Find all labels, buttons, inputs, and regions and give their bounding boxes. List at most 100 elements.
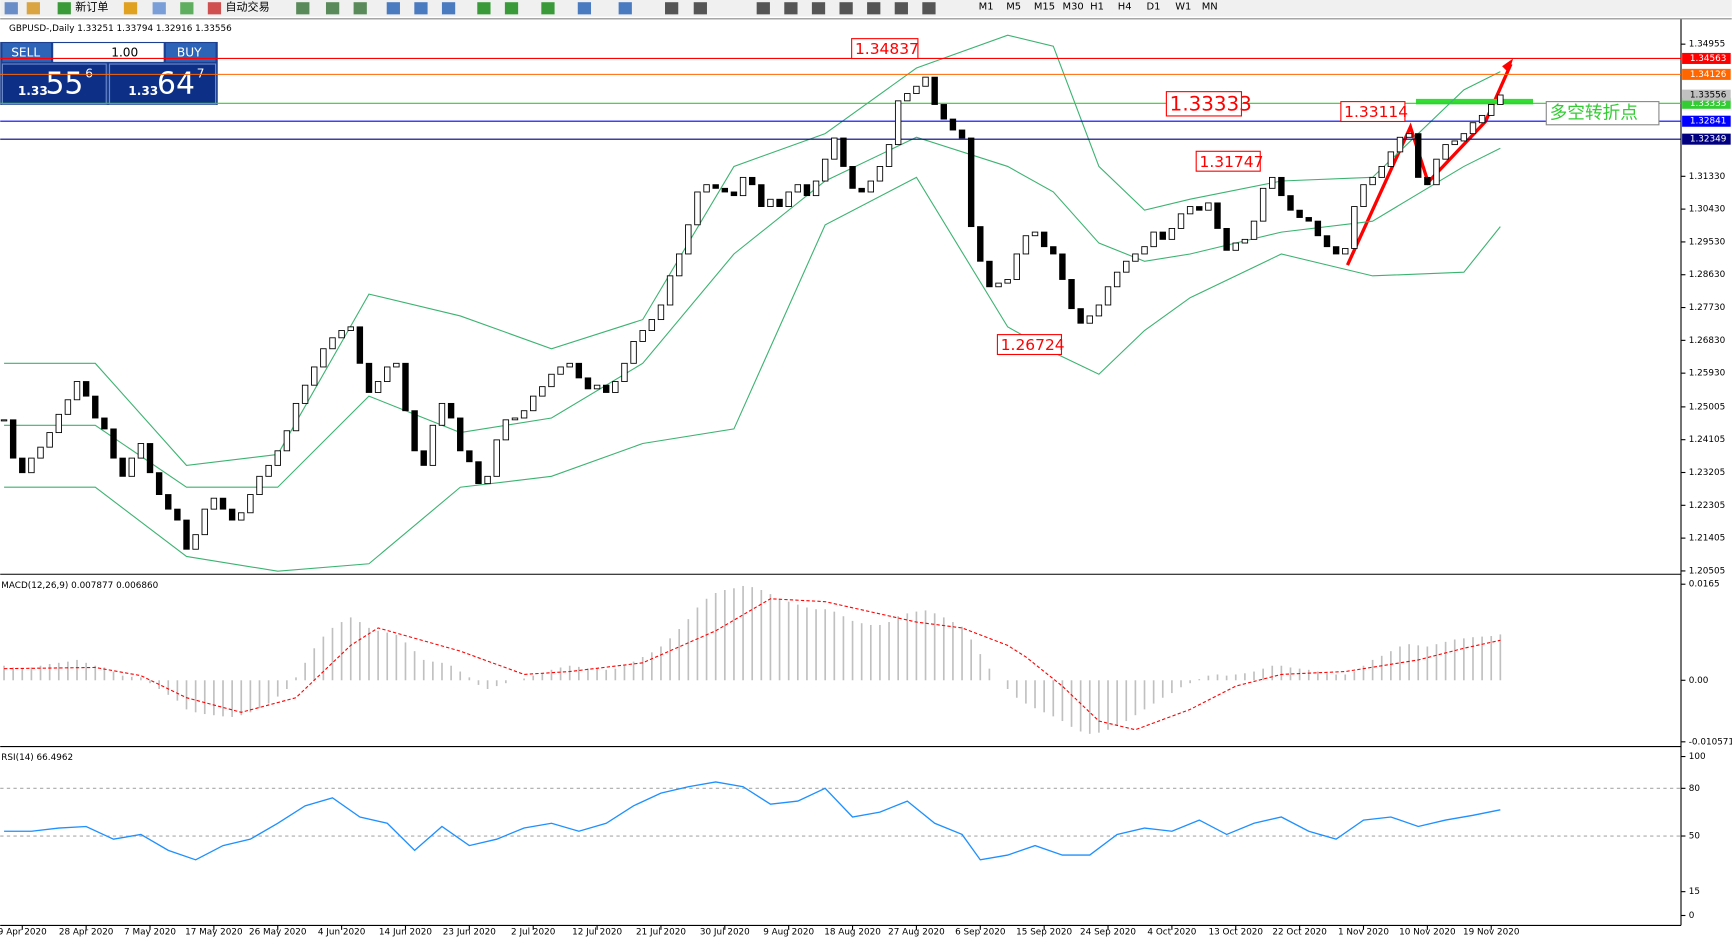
annotation: 1.26724 — [1001, 336, 1065, 354]
sell-label[interactable]: SELL — [11, 46, 40, 60]
icon[interactable] — [386, 2, 400, 15]
icon[interactable] — [811, 2, 826, 15]
candle — [365, 362, 373, 393]
icon[interactable] — [541, 2, 555, 15]
candle — [958, 129, 966, 139]
timeframe[interactable]: M30 — [1063, 2, 1084, 13]
icon[interactable] — [123, 2, 138, 15]
candle — [967, 137, 975, 228]
auto-trade[interactable]: 自动交易 — [225, 0, 269, 14]
icon[interactable] — [180, 2, 194, 15]
candle — [821, 158, 829, 182]
candle — [37, 446, 44, 459]
x-tick-label: 22 Oct 2020 — [1272, 928, 1327, 938]
candle — [639, 330, 646, 342]
candle — [1369, 176, 1376, 186]
candle — [593, 384, 601, 390]
y-tick-label: 1.29530 — [1689, 237, 1726, 247]
y-tick-label: 100 — [1689, 752, 1706, 762]
candle — [867, 180, 875, 193]
icon[interactable] — [577, 2, 592, 15]
candle — [630, 341, 637, 364]
candle — [1323, 235, 1331, 248]
candle — [1478, 114, 1486, 124]
level-tag — [1682, 97, 1731, 109]
timeframe[interactable]: H4 — [1118, 2, 1132, 13]
candle — [1451, 140, 1458, 146]
candle — [1332, 246, 1340, 255]
candle — [484, 475, 491, 485]
candle — [1040, 231, 1048, 248]
chart-title: MACD(12,26,9) 0.007877 0.006860 — [1, 581, 158, 591]
timeframe[interactable]: M1 — [979, 2, 994, 13]
candle — [311, 366, 318, 386]
candle — [922, 76, 929, 87]
icon[interactable] — [665, 2, 679, 15]
candle — [1424, 176, 1431, 186]
level-tag — [1682, 52, 1731, 64]
x-tick-label: 26 May 2020 — [249, 928, 307, 938]
candle — [758, 184, 765, 208]
timeframe[interactable]: MN — [1202, 2, 1218, 13]
icon[interactable] — [867, 2, 881, 15]
sell-quote[interactable] — [1, 63, 107, 105]
icon[interactable] — [414, 2, 428, 15]
candle — [986, 260, 993, 288]
icon[interactable] — [839, 2, 853, 15]
icon[interactable] — [4, 2, 18, 15]
icon[interactable] — [207, 2, 222, 15]
icon[interactable] — [441, 2, 456, 15]
lots-input[interactable] — [53, 43, 164, 62]
new-order[interactable]: 新订单 — [75, 0, 108, 14]
icon[interactable] — [296, 2, 310, 15]
icon[interactable] — [353, 2, 367, 15]
candle — [1059, 253, 1066, 280]
icon[interactable] — [618, 2, 632, 15]
candle — [155, 472, 163, 495]
icon[interactable] — [693, 2, 707, 15]
level-label: 1.32841 — [1690, 117, 1727, 127]
icon[interactable] — [325, 2, 340, 15]
icon[interactable] — [504, 2, 519, 15]
annotation: 1.33333 — [1170, 92, 1252, 115]
candle — [612, 381, 619, 393]
timeframe[interactable]: D1 — [1147, 2, 1161, 13]
candle — [712, 184, 719, 189]
buy-big: 1.33 — [128, 84, 158, 98]
timeframe[interactable]: M15 — [1034, 2, 1055, 13]
timeframe[interactable]: H1 — [1090, 2, 1104, 13]
buy-label[interactable]: BUY — [177, 46, 202, 60]
candle — [420, 450, 427, 466]
candle — [730, 191, 738, 197]
candle — [575, 362, 583, 379]
candle — [1360, 184, 1367, 208]
y-tick-label: 0.00 — [1689, 676, 1709, 686]
icon[interactable] — [922, 2, 936, 15]
icon[interactable] — [756, 2, 770, 15]
x-tick-label: 19 Nov 2020 — [1463, 928, 1520, 938]
candle — [840, 137, 847, 167]
sell-button[interactable] — [2, 43, 51, 62]
timeframe[interactable]: M5 — [1006, 2, 1021, 13]
buy-button[interactable] — [165, 43, 216, 62]
icon[interactable] — [152, 2, 166, 15]
lots[interactable]: 1.00 — [111, 46, 138, 60]
candle — [19, 457, 26, 474]
candle — [977, 226, 984, 262]
icon[interactable] — [57, 2, 71, 15]
icon[interactable] — [784, 2, 798, 15]
macd-signal — [4, 598, 1501, 731]
candle — [530, 395, 537, 412]
candle — [1196, 206, 1203, 211]
y-tick-label: 0.0165 — [1689, 580, 1720, 590]
icon[interactable] — [477, 2, 491, 15]
icon[interactable] — [26, 2, 40, 15]
timeframe[interactable]: W1 — [1175, 2, 1191, 13]
y-tick-label: -0.010571 — [1689, 737, 1732, 747]
icon[interactable] — [894, 2, 908, 15]
x-tick-label: 28 Apr 2020 — [59, 928, 114, 938]
candle — [1123, 260, 1130, 273]
candle — [1296, 209, 1303, 218]
x-tick-label: 6 Sep 2020 — [955, 928, 1006, 938]
